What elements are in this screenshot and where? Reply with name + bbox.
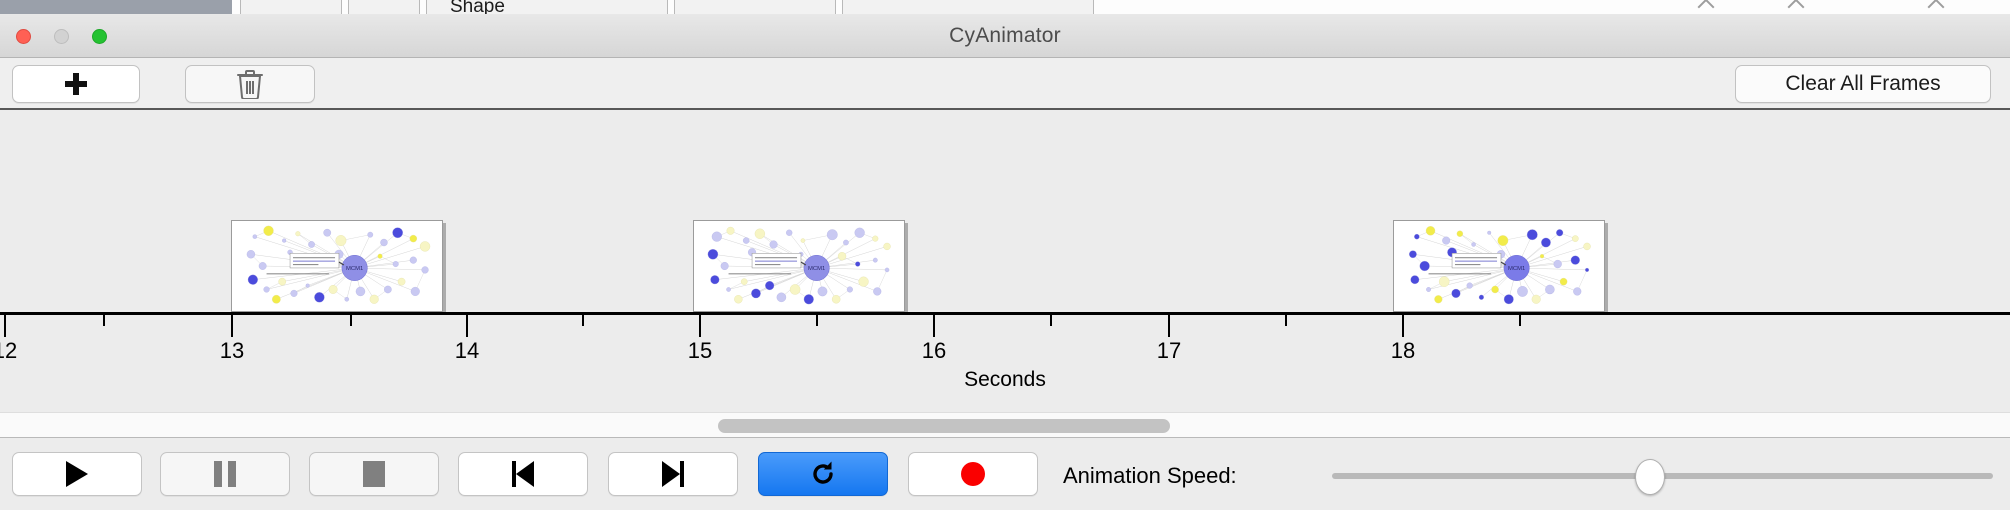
axis-tick <box>231 315 233 337</box>
pause-button[interactable] <box>160 452 290 496</box>
axis-tick <box>1168 315 1170 337</box>
timeline-panel[interactable]: MCM1 MCM1 MCM1 12 13 14 15 16 17 18 Seconds <box>0 110 2010 412</box>
background-window-dark-block <box>0 0 232 14</box>
frame-thumbnail[interactable]: MCM1 <box>1393 220 1605 312</box>
pause-icon <box>214 461 236 487</box>
background-chip <box>240 0 342 14</box>
transport-bar: Animation Speed: <box>0 439 2010 510</box>
title-bar: CyAnimator <box>0 14 2010 58</box>
animation-speed-label: Animation Speed: <box>1063 463 1237 488</box>
record-icon <box>961 462 985 486</box>
axis-tick <box>103 315 105 326</box>
play-button[interactable] <box>12 452 142 496</box>
frame-thumbnails-container: MCM1 MCM1 MCM1 <box>0 110 2010 312</box>
background-chip <box>842 0 1094 14</box>
record-button[interactable] <box>908 452 1038 496</box>
axis-tick <box>1402 315 1404 337</box>
plus-icon <box>64 72 88 96</box>
axis-tick-label: 18 <box>1390 338 1416 363</box>
skip-previous-icon <box>510 461 536 487</box>
play-icon <box>66 461 88 487</box>
slider-thumb[interactable] <box>1635 459 1666 495</box>
axis-tick <box>582 315 584 326</box>
axis-tick-label: 13 <box>219 338 245 363</box>
axis-tick <box>350 315 352 326</box>
timeline-axis-line <box>0 312 2010 315</box>
axis-title: Seconds <box>964 368 1046 391</box>
loop-icon <box>808 459 838 489</box>
trash-icon <box>237 70 263 99</box>
axis-tick <box>4 315 6 337</box>
axis-tick <box>1050 315 1052 326</box>
background-window-strip: Shape <box>0 0 2010 15</box>
axis-tick <box>466 315 468 337</box>
skip-previous-button[interactable] <box>458 452 588 496</box>
axis-tick-label: 16 <box>921 338 947 363</box>
delete-frame-button[interactable] <box>185 65 315 103</box>
svg-text:MCM1: MCM1 <box>808 266 825 272</box>
background-diagonal-icon <box>1697 0 1715 14</box>
stop-button[interactable] <box>309 452 439 496</box>
background-chip <box>426 0 668 14</box>
skip-next-icon <box>660 461 686 487</box>
window-title: CyAnimator <box>949 24 1061 47</box>
axis-tick-label: 14 <box>454 338 480 363</box>
toolbar: Clear All Frames <box>0 58 2010 110</box>
stop-icon <box>363 461 385 487</box>
add-frame-button[interactable] <box>12 65 140 103</box>
background-window-label: Shape <box>450 0 505 15</box>
axis-tick <box>933 315 935 337</box>
clear-all-frames-button[interactable]: Clear All Frames <box>1735 65 1991 103</box>
animation-speed-slider[interactable] <box>1332 459 1993 495</box>
svg-text:MCM1: MCM1 <box>346 266 363 272</box>
zoom-button[interactable] <box>92 29 107 44</box>
background-chip <box>674 0 836 14</box>
background-diagonal-icon <box>1787 0 1805 14</box>
skip-next-button[interactable] <box>608 452 738 496</box>
axis-tick-label: 17 <box>1156 338 1182 363</box>
timeline-scrollbar[interactable] <box>0 412 2010 438</box>
axis-tick-label: 12 <box>0 338 18 363</box>
close-button[interactable] <box>16 29 31 44</box>
background-diagonal-icon <box>1927 0 1945 14</box>
axis-tick <box>1285 315 1287 326</box>
axis-tick <box>699 315 701 337</box>
frame-thumbnail[interactable]: MCM1 <box>231 220 443 312</box>
axis-tick-label: 15 <box>687 338 713 363</box>
scrollbar-thumb[interactable] <box>718 419 1170 433</box>
axis-tick <box>816 315 818 326</box>
background-chip <box>348 0 420 14</box>
svg-text:MCM1: MCM1 <box>1508 266 1525 272</box>
axis-tick <box>1519 315 1521 326</box>
frame-thumbnail[interactable]: MCM1 <box>693 220 905 312</box>
minimize-button[interactable] <box>54 29 69 44</box>
loop-button[interactable] <box>758 452 888 496</box>
